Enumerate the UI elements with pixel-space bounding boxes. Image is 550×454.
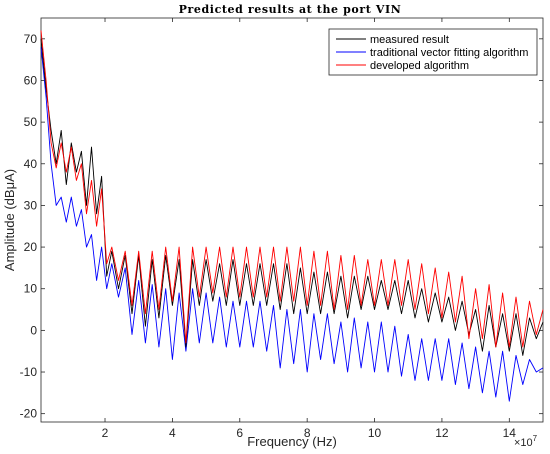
y-tick-label: 0	[30, 323, 37, 337]
x-exponent-power: 7	[533, 434, 538, 443]
x-axis-title: Frequency (Hz)	[247, 434, 337, 449]
legend-label-0: measured result	[370, 34, 449, 46]
y-tick-label: 40	[24, 157, 38, 171]
x-tick-label: 2	[102, 426, 109, 440]
plot-area	[40, 17, 544, 423]
axis-ticks: 2 4 6 8 10 12 14 -20 -10 0 10 20 30 40 50 60 70	[20, 18, 543, 440]
series-line-2	[40, 30, 544, 348]
x-tick-label: 4	[169, 426, 176, 440]
y-tick-label: 10	[24, 282, 38, 296]
y-tick-label: 50	[24, 115, 38, 129]
x-tick-label: 14	[503, 426, 517, 440]
legend-label-1: traditional vector fitting algorithm	[370, 47, 528, 59]
series-layer	[40, 30, 544, 402]
x-tick-label: 10	[368, 426, 382, 440]
x-exponent-base: ×10	[514, 437, 533, 449]
y-tick-label: 70	[24, 32, 38, 46]
x-tick-label: 12	[435, 426, 449, 440]
series-line-1	[40, 47, 544, 402]
chart-title: Predicted results at the port VIN	[179, 3, 402, 16]
y-tick-label: 30	[24, 198, 38, 212]
y-tick-label: 20	[24, 240, 38, 254]
x-tick-label: 8	[304, 426, 311, 440]
x-tick-label: 6	[236, 426, 243, 440]
y-tick-label: -10	[20, 365, 38, 379]
series-line-0	[40, 38, 544, 356]
y-tick-label: -20	[20, 407, 38, 421]
y-axis-title: Amplitude (dBμA)	[2, 169, 17, 271]
y-tick-label: 60	[24, 73, 38, 87]
legend-label-2: developed algorithm	[370, 60, 469, 72]
x-axis-exponent: ×107	[514, 434, 538, 449]
